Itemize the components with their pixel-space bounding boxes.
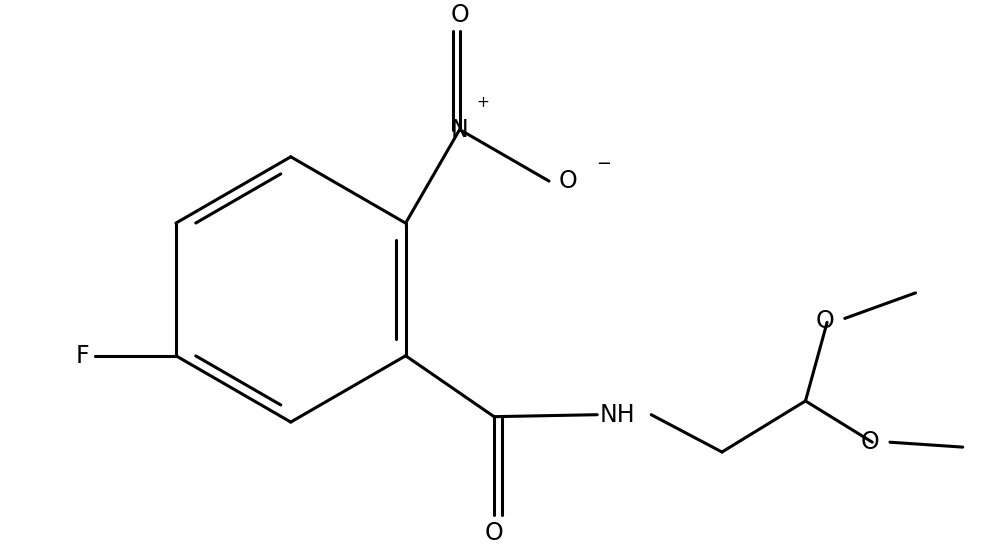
Text: +: + — [475, 95, 488, 110]
Text: O: O — [861, 430, 879, 454]
Text: F: F — [76, 344, 89, 368]
Text: −: − — [596, 156, 611, 173]
Text: O: O — [484, 521, 503, 545]
Text: O: O — [815, 309, 833, 333]
Text: N: N — [450, 118, 468, 141]
Text: O: O — [559, 169, 577, 193]
Text: NH: NH — [599, 403, 634, 427]
Text: O: O — [450, 3, 468, 28]
